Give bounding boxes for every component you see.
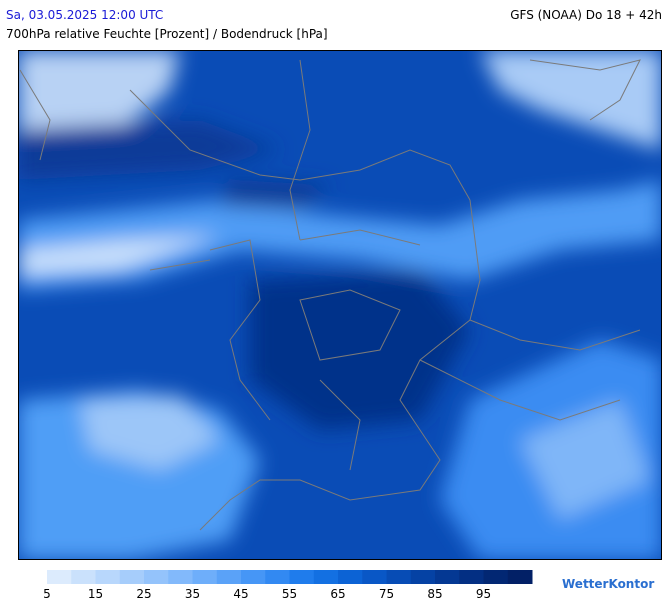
colorbar-swatch xyxy=(265,570,290,584)
logo: WetterKontor xyxy=(562,577,654,591)
colorbar-swatch xyxy=(410,570,436,584)
colorbar-swatch xyxy=(144,570,169,584)
colorbar-swatch xyxy=(313,570,339,584)
colorbar-label: 5 xyxy=(43,587,51,600)
colorbar-swatch xyxy=(435,570,460,584)
colorbar: 5 15 25 35 45 55 65 75 85 95 xyxy=(43,570,533,600)
colorbar-swatch xyxy=(459,570,484,584)
borders xyxy=(19,59,641,531)
colorbar-swatch xyxy=(216,570,242,584)
colorbar-label: 65 xyxy=(330,587,345,600)
colorbar-label: 35 xyxy=(185,587,200,600)
colorbar-swatch xyxy=(119,570,145,584)
colorbar-swatch xyxy=(338,570,363,584)
colorbar-label: 25 xyxy=(136,587,151,600)
valid-time: Sa, 03.05.2025 12:00 UTC xyxy=(6,8,163,22)
colorbar-label: 85 xyxy=(427,587,442,600)
map-frame xyxy=(18,50,662,560)
colorbar-swatch xyxy=(507,570,533,584)
humidity-field xyxy=(18,50,662,560)
colorbar-swatch xyxy=(386,570,412,584)
colorbar-swatch xyxy=(241,570,266,584)
map-title: 700hPa relative Feuchte [Prozent] / Bode… xyxy=(6,27,328,41)
colorbar-label: 45 xyxy=(233,587,248,600)
colorbar-swatch xyxy=(483,570,509,584)
colorbar-label: 15 xyxy=(88,587,103,600)
colorbar-swatch xyxy=(192,570,218,584)
colorbar-label: 55 xyxy=(282,587,297,600)
colorbar-label: 95 xyxy=(476,587,491,600)
colorbar-swatch xyxy=(95,570,121,584)
model-run: GFS (NOAA) Do 18 + 42h xyxy=(510,8,662,22)
colorbar-swatch xyxy=(47,570,72,584)
colorbar-swatch xyxy=(71,570,96,584)
colorbar-label: 75 xyxy=(379,587,394,600)
colorbar-swatch xyxy=(168,570,193,584)
colorbar-swatch xyxy=(289,570,315,584)
colorbar-swatch xyxy=(362,570,387,584)
